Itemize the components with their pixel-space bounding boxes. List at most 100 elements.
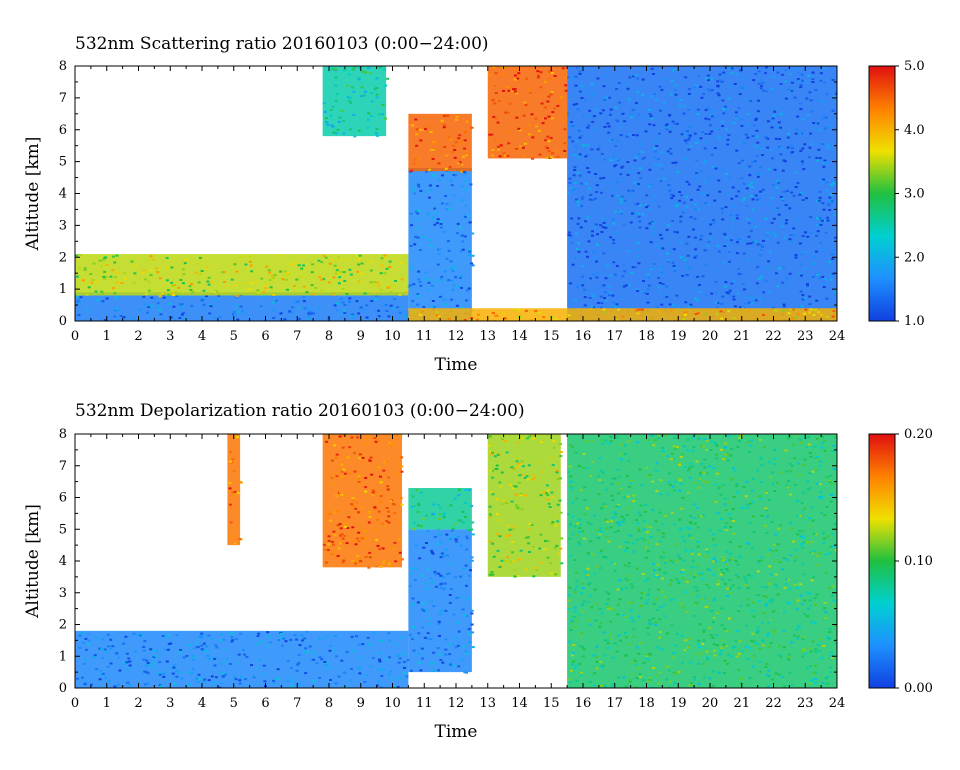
heatmap-cell	[798, 474, 801, 476]
heatmap-cell	[568, 586, 572, 589]
heatmap-cell	[710, 115, 714, 118]
x-tick-label: 0	[71, 329, 79, 344]
heatmap-cell	[659, 493, 663, 496]
heatmap-cell	[584, 250, 588, 253]
heatmap-cell	[809, 216, 813, 219]
heatmap-cell	[789, 234, 793, 237]
heatmap-cell	[567, 599, 571, 602]
heatmap-cell	[760, 249, 764, 251]
heatmap-cell	[648, 678, 652, 681]
heatmap-cell	[707, 79, 710, 82]
heatmap-cell	[117, 683, 121, 686]
heatmap-cell	[805, 667, 809, 670]
heatmap-cell	[198, 256, 202, 259]
heatmap-cell	[451, 288, 455, 291]
heatmap-cell	[413, 192, 416, 195]
heatmap-cell	[659, 540, 662, 543]
heatmap-cell	[578, 662, 582, 665]
heatmap-cell	[748, 451, 751, 454]
heatmap-cell	[209, 280, 213, 283]
heatmap-cell	[623, 444, 627, 447]
heatmap-cell	[798, 242, 802, 245]
heatmap-cell	[718, 79, 722, 82]
heatmap-cell	[538, 153, 542, 156]
heatmap-cell	[689, 661, 693, 664]
heatmap-cell	[648, 113, 652, 116]
heatmap-cell	[360, 537, 364, 540]
heatmap-cell	[799, 84, 803, 86]
heatmap-cell	[726, 143, 729, 146]
heatmap-cell	[570, 485, 574, 488]
heatmap-cell	[415, 133, 419, 136]
heatmap-cell	[589, 540, 593, 543]
panel-depolarization-ratio: 532nm Depolarization ratio 20160103 (0:0…	[23, 401, 933, 742]
heatmap-cell	[471, 254, 475, 257]
heatmap-cell	[616, 436, 620, 439]
heatmap-cell	[98, 678, 102, 681]
heatmap-cell	[291, 306, 295, 309]
heatmap-cell	[103, 648, 107, 651]
heatmap-cell	[391, 678, 394, 681]
heatmap-cell	[814, 648, 818, 651]
heatmap-cell	[808, 295, 812, 298]
heatmap-cell	[637, 652, 641, 655]
heatmap-cell	[640, 151, 644, 153]
heatmap-cell	[307, 315, 311, 318]
heatmap-cell	[655, 543, 659, 546]
heatmap-cell	[647, 588, 651, 591]
heatmap-cell	[469, 569, 472, 572]
heatmap-cell	[459, 275, 463, 278]
heatmap-cell	[560, 537, 564, 540]
heatmap-cell	[829, 184, 833, 186]
heatmap-cell	[765, 90, 769, 93]
heatmap-cell	[828, 631, 832, 633]
heatmap-cell	[327, 539, 331, 542]
heatmap-cell	[506, 524, 510, 527]
heatmap-cell	[408, 633, 412, 636]
colorbar-gradient	[868, 65, 896, 322]
x-tick-label: 1	[103, 329, 111, 344]
heatmap-cell	[678, 199, 682, 202]
heatmap-cell	[463, 502, 467, 505]
heatmap-cell	[458, 161, 462, 164]
heatmap-cell	[596, 475, 600, 478]
heatmap-cell	[334, 132, 338, 135]
heatmap-cell	[632, 550, 636, 553]
heatmap-cell	[716, 92, 720, 95]
heatmap-cell	[156, 302, 160, 305]
heatmap-cell	[229, 451, 233, 453]
heatmap-cell	[619, 639, 623, 642]
heatmap-cell	[825, 315, 829, 318]
heatmap-cell	[734, 111, 738, 114]
heatmap-cell	[606, 639, 610, 641]
heatmap-cell	[378, 475, 382, 478]
heatmap-cell	[758, 254, 762, 257]
heatmap-cell	[324, 636, 328, 639]
heatmap-cell	[590, 148, 594, 151]
heatmap-cell	[81, 641, 85, 644]
heatmap-cell	[444, 554, 447, 557]
heatmap-cell	[771, 471, 774, 474]
heatmap-cell	[786, 189, 789, 192]
heatmap-cell	[671, 120, 675, 123]
heatmap-cell	[782, 303, 786, 306]
heatmap-cell	[607, 294, 611, 297]
heatmap-cell	[811, 275, 815, 278]
heatmap-cell	[78, 646, 82, 649]
heatmap-cell	[829, 194, 833, 197]
heatmap-cell	[385, 460, 388, 463]
heatmap-cell	[582, 648, 586, 651]
heatmap-cell	[687, 491, 690, 494]
heatmap-cell	[436, 543, 440, 546]
heatmap-cell	[599, 224, 603, 227]
heatmap-cell	[161, 635, 165, 637]
heatmap-cell	[680, 453, 684, 456]
heatmap-cell	[816, 217, 819, 220]
heatmap-cell	[698, 623, 702, 626]
heatmap-cell	[809, 308, 813, 311]
heatmap-cell	[428, 238, 432, 241]
heatmap-cell	[198, 273, 202, 276]
heatmap-cell	[754, 145, 757, 148]
heatmap-cell	[636, 212, 640, 215]
heatmap-cell	[247, 255, 251, 258]
